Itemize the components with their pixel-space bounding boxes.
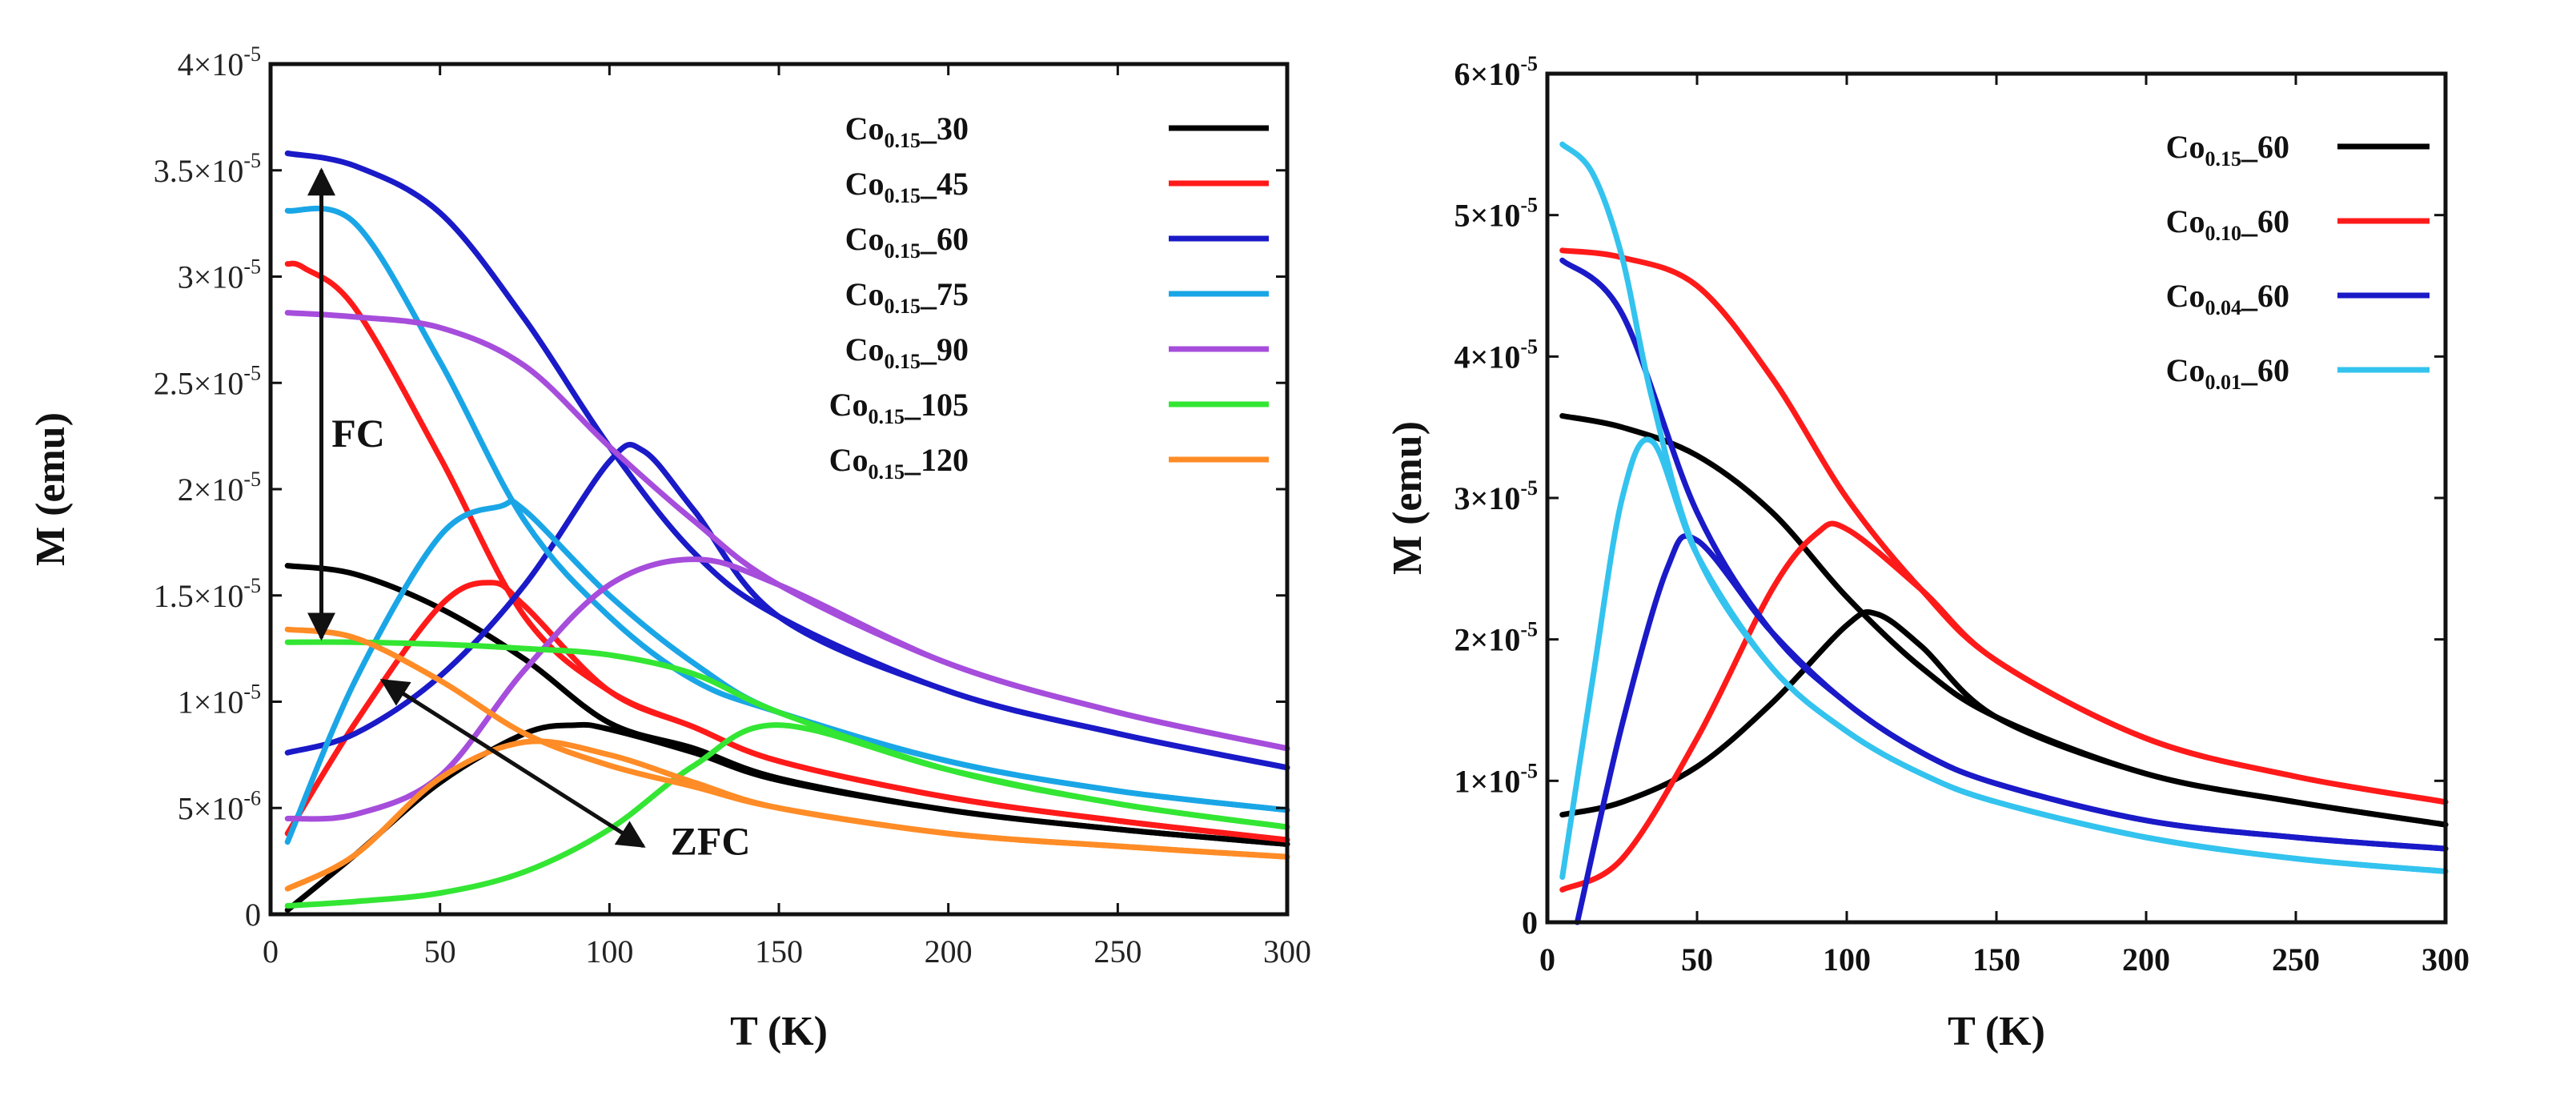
left-series-5-fc-line: [284, 639, 1290, 830]
right-series-0-zfc-line: [1559, 609, 2449, 828]
right-y-ticks: 0 1×10-5 2×10-5 3×10-5 4×10-5 5×10-5 6×10-5: [1455, 52, 2446, 941]
right-plot-frame: [1545, 71, 2448, 925]
left-legend-label: Co0.15_30: [845, 110, 969, 152]
right-series-1-zfc-line: [1559, 520, 2449, 893]
left-y-tick-label: 4×10-5: [178, 42, 261, 82]
right-y-axis-title: M (emu): [1385, 421, 1430, 575]
left-y-tick-label: 2×10-5: [178, 468, 261, 508]
left-y-tick-label: 2.5×10-5: [154, 361, 261, 401]
left-series-3-zfc-line: [284, 498, 1290, 845]
right-x-tick-label: 0: [1539, 941, 1555, 978]
right-x-tick-label: 100: [1823, 941, 1871, 978]
right-legend-label: Co0.10_60: [2166, 203, 2289, 245]
right-plot-lines: [1559, 141, 2449, 925]
fc-label-background: [327, 411, 399, 456]
left-series-5-zfc-line: [284, 722, 1290, 909]
right-series-2-zfc-line: [1574, 533, 2449, 925]
right-series-0-fc-line: [1559, 413, 2449, 828]
zfc-double-arrow: [379, 678, 646, 849]
right-legend-label: Co0.01_60: [2166, 352, 2289, 394]
chart-right-composition-series: 0 50 100 150 200 250 300 0 1×10-5 2×10-5 3×10-5 4×…: [1385, 52, 2470, 1054]
left-x-tick-label: 100: [585, 933, 633, 969]
right-y-tick-label: 4×10-5: [1455, 335, 1538, 375]
left-legend-label: Co0.15_90: [845, 331, 969, 373]
right-x-tick-label: 50: [1681, 941, 1713, 978]
left-legend: Co0.15_30 Co0.15_45 Co0.15_60 Co0.15_75 Co0.…: [829, 110, 1269, 484]
left-y-tick-label: 1.5×10-5: [154, 574, 261, 614]
left-series-4-fc-line: [284, 310, 1290, 752]
zfc-annotation-label: ZFC: [671, 819, 751, 864]
left-x-tick-label: 250: [1093, 933, 1142, 969]
right-legend-label: Co0.04_60: [2166, 278, 2289, 319]
right-y-tick-label: 2×10-5: [1455, 618, 1538, 658]
left-x-axis-title: T (K): [730, 1009, 828, 1054]
right-y-tick-label: 3×10-5: [1455, 476, 1538, 516]
left-legend-label: Co0.15_105: [829, 387, 969, 428]
right-y-tick-label: 0: [1522, 905, 1538, 941]
left-legend-label: Co0.15_75: [845, 276, 969, 318]
left-legend-label: Co0.15_45: [845, 166, 969, 207]
left-x-tick-label: 0: [263, 933, 279, 969]
left-y-tick-label: 3×10-5: [178, 255, 261, 295]
left-y-axis-title: M (emu): [28, 412, 74, 566]
left-x-ticks: 0 50 100 150 200 250 300: [263, 64, 1311, 969]
right-x-tick-label: 250: [2272, 941, 2320, 978]
left-annotations: FC ZFC: [307, 167, 751, 864]
left-y-tick-label: 0: [245, 897, 261, 933]
right-legend: Co0.15_60 Co0.10_60 Co0.04_60 Co0.01_60: [2166, 129, 2430, 394]
right-x-axis-title: T (K): [1948, 1009, 2045, 1054]
left-y-tick-label: 1×10-5: [178, 680, 261, 721]
left-series-0-zfc-line: [284, 721, 1290, 913]
right-x-tick-label: 200: [2122, 941, 2170, 978]
right-y-tick-label: 5×10-5: [1455, 194, 1538, 234]
left-y-ticks: 0 5×10-6 1×10-5 1.5×10-5 2×10-5 2.5×10-5 3×10-…: [154, 42, 1287, 933]
left-legend-label: Co0.15_120: [829, 442, 969, 484]
left-y-tick-label: 5×10-6: [178, 786, 261, 826]
fc-annotation-label: FC: [331, 411, 385, 456]
right-x-ticks: 0 50 100 150 200 250 300: [1539, 74, 2470, 978]
right-y-tick-label: 6×10-5: [1455, 52, 1538, 92]
left-series-1-fc-line: [284, 260, 1290, 843]
right-legend-label: Co0.15_60: [2166, 129, 2289, 171]
right-series-3-zfc-line: [1559, 436, 2449, 880]
left-x-tick-label: 50: [424, 933, 456, 969]
left-x-tick-label: 150: [755, 933, 803, 969]
chart-left-co015-series: 0 50 100 150 200 250 300 0 5×10-6 1×10-5 1.5×10-5…: [28, 42, 1311, 1054]
right-x-tick-label: 300: [2422, 941, 2470, 978]
right-x-tick-label: 150: [1972, 941, 2020, 978]
left-x-tick-label: 200: [925, 933, 973, 969]
left-legend-label: Co0.15_60: [845, 221, 969, 263]
left-x-tick-label: 300: [1263, 933, 1311, 969]
left-plot-lines: [284, 151, 1290, 913]
right-y-tick-label: 1×10-5: [1455, 759, 1538, 799]
left-y-tick-label: 3.5×10-5: [154, 149, 261, 189]
